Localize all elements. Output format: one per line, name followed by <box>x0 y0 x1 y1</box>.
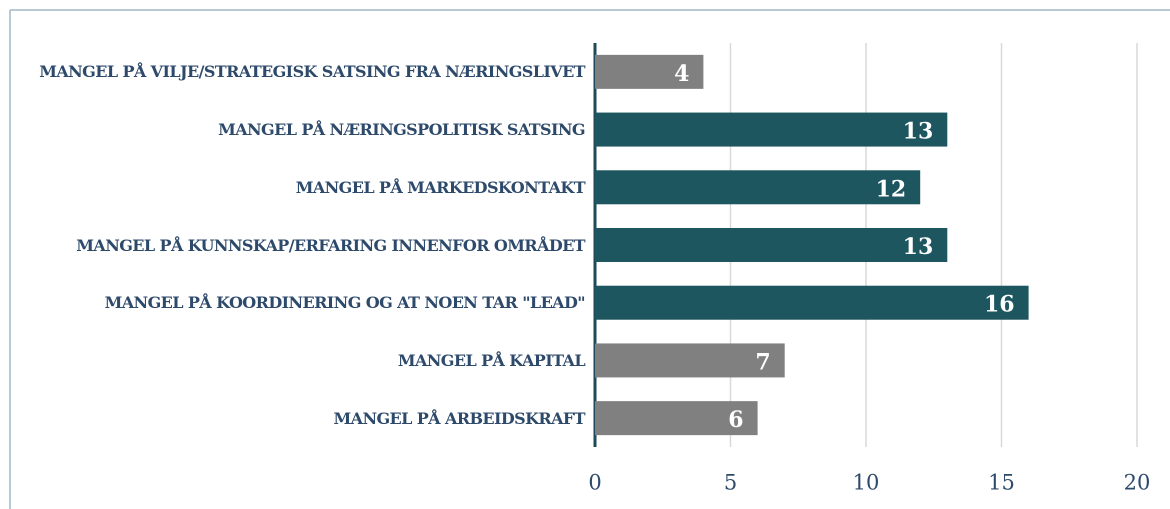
data-label: 7 <box>755 349 770 375</box>
x-tick-label: 15 <box>988 471 1015 495</box>
category-label-box: MANGEL PÅ ARBEIDSKRAFT <box>10 393 586 443</box>
data-label: 13 <box>903 234 934 260</box>
data-label: 16 <box>984 292 1015 318</box>
category-label-box: MANGEL PÅ KOORDINERING OG AT NOEN TAR "L… <box>10 278 586 328</box>
data-label: 4 <box>674 61 689 87</box>
y-tick-label: MANGEL PÅ NÆRINGSPOLITISK SATSING <box>218 120 586 140</box>
x-tick-label: 0 <box>588 471 601 495</box>
bar <box>595 54 704 89</box>
x-tick-label: 20 <box>1124 471 1151 495</box>
category-label-box: MANGEL PÅ KAPITAL <box>10 335 586 385</box>
category-label-box: MANGEL PÅ NÆRINGSPOLITISK SATSING <box>10 105 586 155</box>
bar <box>595 170 921 205</box>
bar <box>595 343 785 378</box>
category-label-box: MANGEL PÅ KUNNSKAP/ERFARING INNENFOR OMR… <box>10 220 585 270</box>
y-tick-label: MANGEL PÅ MARKEDSKONTAKT <box>295 177 586 197</box>
y-tick-label: MANGEL PÅ KOORDINERING OG AT NOEN TAR "L… <box>104 293 586 313</box>
y-tick-label: MANGEL PÅ KUNNSKAP/ERFARING INNENFOR OMR… <box>76 235 585 255</box>
y-tick-label: MANGEL PÅ VILJE/STRATEGISK SATSING FRA N… <box>39 62 585 82</box>
y-tick-label: MANGEL PÅ ARBEIDSKRAFT <box>333 408 586 428</box>
bar <box>595 285 1029 320</box>
category-label-box: MANGEL PÅ VILJE/STRATEGISK SATSING FRA N… <box>10 47 585 97</box>
data-label: 6 <box>728 407 743 433</box>
bar <box>595 401 758 436</box>
x-tick-label: 10 <box>853 471 880 495</box>
y-tick-label: MANGEL PÅ KAPITAL <box>397 350 586 370</box>
x-tick-label: 5 <box>724 471 737 495</box>
data-label: 13 <box>903 119 934 145</box>
category-label-box: MANGEL PÅ MARKEDSKONTAKT <box>10 162 586 212</box>
data-label: 12 <box>876 176 907 202</box>
bar <box>595 112 948 147</box>
bar <box>595 228 948 262</box>
